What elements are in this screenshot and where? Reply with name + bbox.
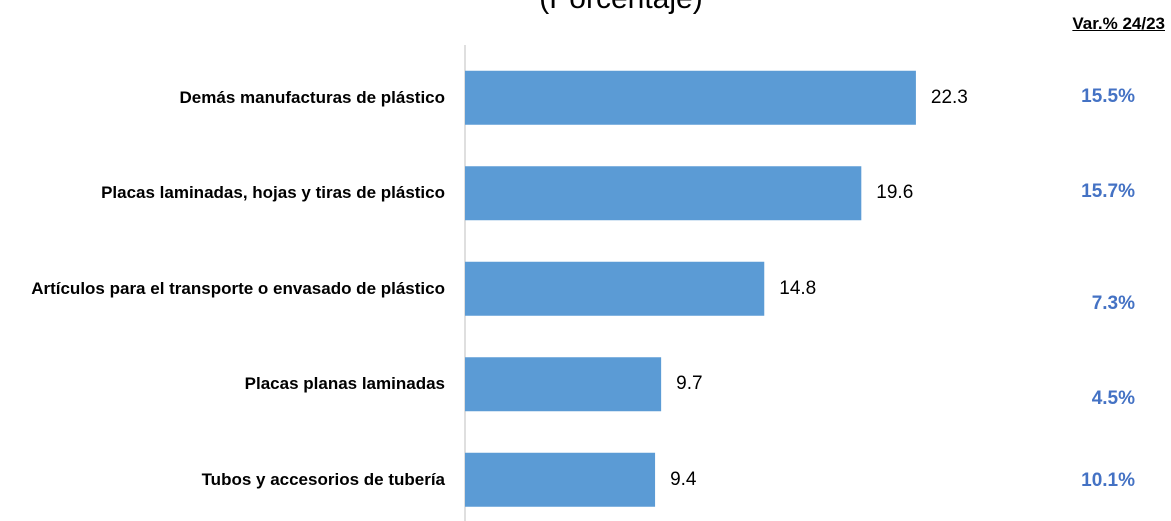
variation-label: 4.5% <box>1091 388 1135 409</box>
variation-label: 15.7% <box>1081 181 1135 202</box>
category-label: Tubos y accesorios de tubería <box>202 468 445 492</box>
variation-label: 15.5% <box>1081 86 1135 107</box>
value-label: 19.6 <box>876 182 914 204</box>
variation-title: Var.% 24/23 <box>1072 14 1165 33</box>
category-label: Artículos para el transporte o envasado … <box>31 277 445 301</box>
bar <box>465 70 916 125</box>
category-label: Placas laminadas, hojas y tiras de plást… <box>101 181 445 205</box>
bar <box>465 357 662 412</box>
category-label: Placas planas laminadas <box>245 372 445 396</box>
category-text: Placas laminadas, hojas y tiras de plást… <box>101 183 445 203</box>
value-label: 9.7 <box>676 373 703 395</box>
chart-title: (Porcentaje) <box>421 0 821 16</box>
variation-label: 7.3% <box>1091 293 1135 314</box>
category-text: Demás manufacturas de plástico <box>179 87 445 107</box>
variation-label: 10.1% <box>1081 470 1135 491</box>
bar <box>465 166 862 221</box>
value-label: 9.4 <box>670 468 697 490</box>
category-label: Demás manufacturas de plástico <box>180 86 445 110</box>
value-label: 14.8 <box>779 277 817 299</box>
category-text: Placas planas laminadas <box>244 374 445 394</box>
bar <box>465 452 656 507</box>
category-text: Artículos para el transporte o envasado … <box>31 278 445 298</box>
bar <box>465 261 765 316</box>
value-label: 22.3 <box>930 86 968 108</box>
category-text: Tubos y accesorios de tubería <box>201 469 445 489</box>
